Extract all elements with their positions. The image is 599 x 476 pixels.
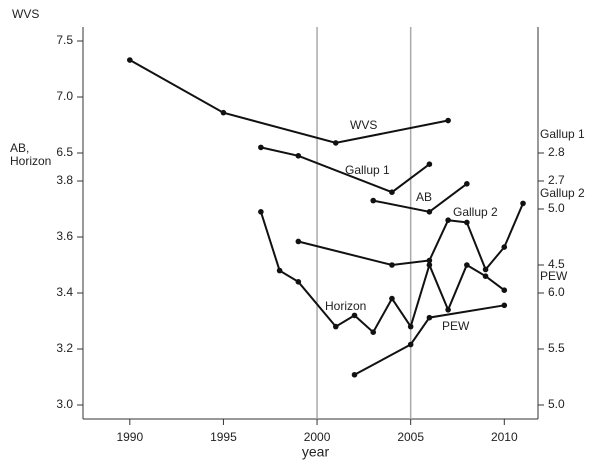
data-point [220, 109, 227, 116]
data-point [407, 341, 414, 348]
y-tick-label: 6.0 [548, 285, 565, 299]
data-point [370, 329, 377, 336]
y-tick-label: 4.5 [548, 257, 565, 271]
y-tick-label: 5.0 [548, 201, 565, 215]
data-point [482, 273, 489, 280]
y-tick-label: 7.0 [56, 89, 73, 103]
y-tick-label: 6.5 [56, 145, 73, 159]
data-point [445, 117, 451, 124]
data-point [295, 279, 302, 285]
data-point [258, 209, 264, 215]
data-point [426, 314, 433, 321]
x-tick-label: 1990 [116, 430, 143, 444]
y-tick-label: 3.0 [56, 397, 73, 411]
y-tick-label: 2.7 [548, 173, 565, 187]
axis-title: Gallup 2 [540, 186, 585, 200]
series-label: AB [416, 190, 432, 204]
y-tick-label: 7.5 [56, 33, 73, 47]
series-line [298, 203, 524, 272]
data-point [501, 244, 508, 250]
y-tick-label: 3.4 [56, 285, 73, 299]
data-point [464, 181, 470, 187]
x-tick-label: 2010 [491, 430, 518, 444]
data-point [295, 153, 302, 159]
data-point [258, 144, 264, 151]
data-point [127, 57, 133, 63]
series-label: PEW [442, 319, 470, 333]
y-tick-label: 3.2 [56, 341, 73, 355]
series-line [260, 146, 430, 194]
data-point [445, 217, 451, 223]
series-line [354, 304, 505, 376]
y-tick-label: 5.0 [548, 397, 565, 411]
y-tick-label: 2.8 [548, 145, 565, 159]
data-point [426, 262, 433, 268]
axis-title: WVS [12, 7, 40, 21]
data-point [464, 262, 470, 268]
data-point [276, 267, 283, 274]
data-point [351, 312, 358, 319]
data-point [295, 238, 302, 245]
axis-title: PEW [540, 269, 568, 283]
data-point [501, 302, 508, 309]
data-point [445, 307, 451, 313]
data-point [389, 262, 395, 268]
data-point [389, 295, 395, 302]
data-point [426, 209, 433, 215]
data-point [482, 266, 489, 273]
x-tick-label: 2005 [397, 430, 424, 444]
data-point [426, 161, 433, 167]
y-tick-label: 3.8 [56, 173, 73, 187]
data-point [407, 323, 414, 330]
series-label: WVS [350, 118, 377, 132]
x-tick-label: 1995 [210, 430, 237, 444]
series-label: Gallup 2 [453, 205, 498, 219]
data-point [332, 140, 339, 146]
data-point [332, 323, 339, 330]
series-label: Horizon [325, 299, 366, 313]
series-label: Gallup 1 [345, 163, 390, 177]
y-tick-label: 3.6 [56, 229, 73, 243]
data-point [501, 287, 508, 294]
data-point [464, 219, 470, 226]
y-tick-label: 5.5 [548, 341, 565, 355]
data-point [351, 371, 358, 378]
x-axis-title: year [302, 444, 330, 460]
x-tick-label: 2000 [304, 430, 331, 444]
series-line [259, 211, 505, 334]
data-point [389, 189, 395, 195]
data-point [370, 197, 377, 204]
data-point [520, 200, 526, 207]
series-line [129, 59, 449, 144]
axis-title: Gallup 1 [540, 127, 585, 141]
data-point [426, 257, 433, 264]
axis-title: AB, Horizon [10, 141, 52, 168]
